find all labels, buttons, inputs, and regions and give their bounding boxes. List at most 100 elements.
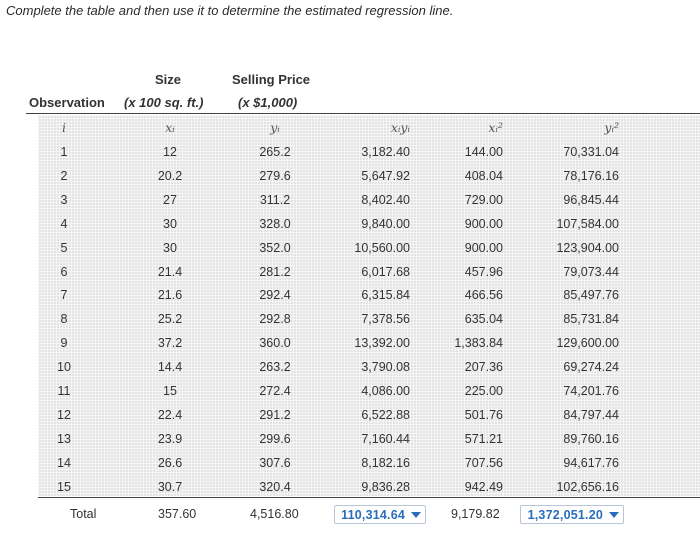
cell-x2: 729.00 xyxy=(464,193,503,207)
cell-i: 3 xyxy=(60,193,68,207)
col-header-y2: yᵢ² xyxy=(604,120,619,135)
cell-y2: 70,331.04 xyxy=(563,145,619,159)
cell-xy: 6,522.88 xyxy=(361,408,410,422)
cell-x: 27 xyxy=(163,193,177,207)
cell-x2: 1,383.84 xyxy=(454,336,503,350)
table-bottom-rule xyxy=(38,497,700,498)
total-x2: 9,179.82 xyxy=(451,507,500,521)
cell-xy: 9,836.28 xyxy=(361,480,410,494)
cell-x: 30 xyxy=(163,217,177,231)
cell-xy: 7,160.44 xyxy=(361,432,410,446)
total-xy-dropdown[interactable]: 110,314.64 xyxy=(334,505,426,524)
col-header-x: xᵢ xyxy=(165,120,175,135)
cell-y2: 94,617.76 xyxy=(563,456,619,470)
total-xy-value: 110,314.64 xyxy=(341,507,405,522)
cell-y: 328.0 xyxy=(259,217,291,231)
cell-x: 20.2 xyxy=(157,169,183,183)
cell-y2: 89,760.16 xyxy=(563,432,619,446)
cell-xy: 9,840.00 xyxy=(361,217,410,231)
cell-y: 320.4 xyxy=(259,480,291,494)
cell-i: 1 xyxy=(60,145,68,159)
cell-y: 291.2 xyxy=(259,408,291,422)
cell-i: 8 xyxy=(60,312,68,326)
cell-x2: 501.76 xyxy=(464,408,503,422)
cell-y2: 74,201.76 xyxy=(563,384,619,398)
selling-price-header: Selling Price xyxy=(232,72,311,87)
cell-xy: 5,647.92 xyxy=(361,169,410,183)
cell-y2: 96,845.44 xyxy=(563,193,619,207)
cell-xy: 8,402.40 xyxy=(361,193,410,207)
col-header-x2: xᵢ² xyxy=(488,120,503,135)
cell-x: 25.2 xyxy=(157,312,183,326)
cell-i: 14 xyxy=(57,456,71,470)
cell-y: 360.0 xyxy=(259,336,291,350)
cell-y2: 102,656.16 xyxy=(556,480,619,494)
cell-xy: 3,790.08 xyxy=(361,360,410,374)
cell-x: 15 xyxy=(163,384,177,398)
cell-x2: 942.49 xyxy=(464,480,503,494)
cell-i: 7 xyxy=(60,288,68,302)
cell-y: 281.2 xyxy=(259,265,291,279)
total-label: Total xyxy=(70,507,97,521)
col-header-xy: xᵢyᵢ xyxy=(390,120,410,135)
cell-x2: 457.96 xyxy=(464,265,503,279)
observation-header: Observation xyxy=(29,95,105,110)
cell-x: 14.4 xyxy=(157,360,183,374)
cell-y2: 123,904.00 xyxy=(556,241,619,255)
cell-x: 22.4 xyxy=(157,408,183,422)
cell-x: 12 xyxy=(163,145,177,159)
cell-x: 21.4 xyxy=(157,265,183,279)
cell-x2: 707.56 xyxy=(464,456,503,470)
cell-i: 9 xyxy=(60,336,68,350)
cell-i: 11 xyxy=(57,384,71,398)
cell-y2: 107,584.00 xyxy=(556,217,619,231)
col-header-y: yᵢ xyxy=(270,120,280,135)
size-units-header: (x 100 sq. ft.) xyxy=(124,95,204,110)
cell-y2: 129,600.00 xyxy=(556,336,619,350)
cell-xy: 3,182.40 xyxy=(361,145,410,159)
col-header-i: i xyxy=(62,120,66,135)
selling-price-units-header: (x $1,000) xyxy=(238,95,298,110)
cell-x: 37.2 xyxy=(157,336,183,350)
cell-xy: 13,392.00 xyxy=(354,336,410,350)
cell-i: 4 xyxy=(60,217,68,231)
cell-x2: 225.00 xyxy=(464,384,503,398)
cell-xy: 8,182.16 xyxy=(361,456,410,470)
cell-i: 6 xyxy=(60,265,68,279)
caret-down-icon xyxy=(609,511,619,518)
cell-y: 292.4 xyxy=(259,288,291,302)
cell-x2: 207.36 xyxy=(464,360,503,374)
cell-x: 23.9 xyxy=(157,432,183,446)
total-y: 4,516.80 xyxy=(250,507,299,521)
cell-y2: 85,497.76 xyxy=(563,288,619,302)
cell-x: 26.6 xyxy=(157,456,183,470)
cell-x2: 900.00 xyxy=(464,241,503,255)
cell-x: 21.6 xyxy=(157,288,183,302)
cell-x2: 900.00 xyxy=(464,217,503,231)
cell-xy: 6,017.68 xyxy=(361,265,410,279)
cell-y: 279.6 xyxy=(259,169,291,183)
cell-y: 265.2 xyxy=(259,145,291,159)
cell-x: 30.7 xyxy=(157,480,183,494)
cell-y2: 79,073.44 xyxy=(563,265,619,279)
cell-x2: 144.00 xyxy=(464,145,503,159)
cell-y: 292.8 xyxy=(259,312,291,326)
cell-x2: 635.04 xyxy=(464,312,503,326)
instruction-text: Complete the table and then use it to de… xyxy=(6,3,454,18)
total-y2-value: 1,372,051.20 xyxy=(527,507,603,522)
cell-x: 30 xyxy=(163,241,177,255)
size-header: Size xyxy=(155,72,182,87)
cell-y2: 69,274.24 xyxy=(563,360,619,374)
cell-x2: 408.04 xyxy=(464,169,503,183)
cell-y: 263.2 xyxy=(259,360,291,374)
cell-y: 352.0 xyxy=(259,241,291,255)
cell-y: 307.6 xyxy=(259,456,291,470)
cell-y: 299.6 xyxy=(259,432,291,446)
total-y2-dropdown[interactable]: 1,372,051.20 xyxy=(520,505,624,524)
cell-x2: 466.56 xyxy=(464,288,503,302)
cell-y2: 85,731.84 xyxy=(563,312,619,326)
cell-x2: 571.21 xyxy=(464,432,503,446)
cell-xy: 10,560.00 xyxy=(354,241,410,255)
cell-xy: 6,315.84 xyxy=(361,288,410,302)
